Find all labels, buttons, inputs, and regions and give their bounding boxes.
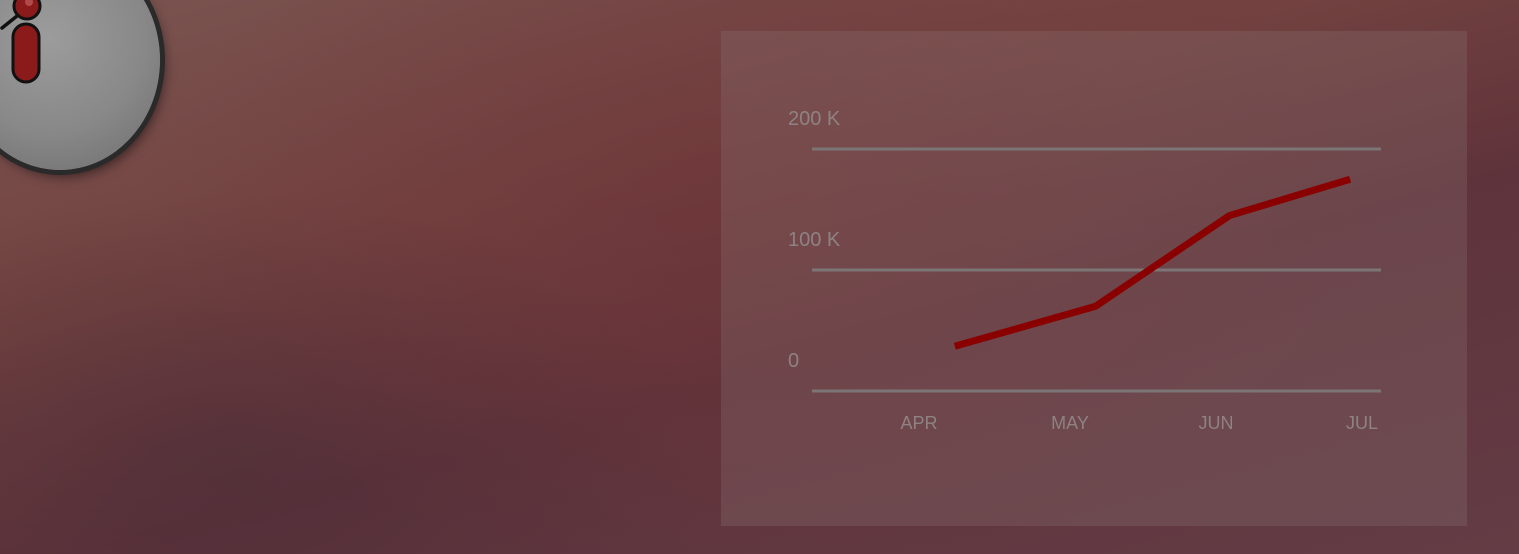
series-line (953, 175, 1352, 350)
x-tick-label: JUN (1199, 413, 1234, 433)
x-tick-label: JUL (1346, 413, 1378, 433)
chart-card: 0 100 K 200 K APR MAY JUN JUL (721, 31, 1467, 526)
y-tick-label: 200 K (788, 108, 841, 130)
x-tick-label: APR (900, 413, 937, 433)
y-tick-label: 100 K (788, 229, 841, 251)
x-tick-label: MAY (1051, 413, 1089, 433)
info-search-icon (0, 0, 42, 84)
info-badge[interactable] (0, 0, 160, 170)
y-tick-label: 0 (788, 350, 799, 372)
line-chart: 0 100 K 200 K APR MAY JUN JUL (788, 108, 1381, 433)
